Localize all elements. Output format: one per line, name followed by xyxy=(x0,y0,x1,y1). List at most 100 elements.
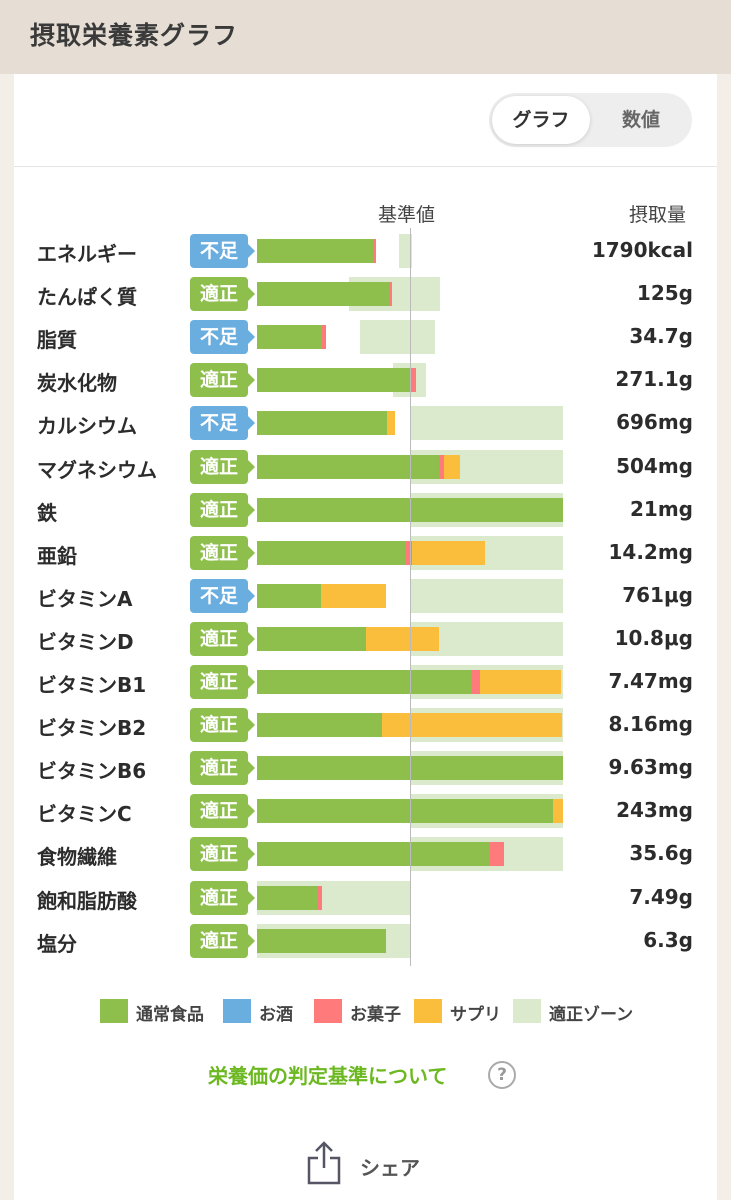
intake-value: 6.3g xyxy=(643,927,693,952)
status-badge: 不足 xyxy=(190,578,255,613)
optimal-zone xyxy=(410,578,563,613)
intake-value: 8.16mg xyxy=(608,712,693,737)
bar-snack xyxy=(321,325,326,350)
bar-normal-food xyxy=(257,583,321,608)
nutrient-label: 飽和脂肪酸 xyxy=(37,888,137,913)
intake-value: 14.2mg xyxy=(608,539,693,564)
bar-normal-food xyxy=(257,928,386,953)
legend-label: お酒 xyxy=(259,1005,293,1025)
nutrient-label: ビタミンA xyxy=(37,586,133,611)
bar-normal-food xyxy=(257,282,390,307)
nutrient-label: ビタミンB6 xyxy=(37,759,147,784)
legend-label: お菓子 xyxy=(350,1005,401,1025)
status-badge: 適正 xyxy=(190,492,255,527)
bar-normal-food xyxy=(257,885,318,910)
nutrient-label: ビタミンD xyxy=(37,629,134,654)
bar-snack xyxy=(372,239,377,263)
nutrient-label: エネルギー xyxy=(37,242,137,266)
bar-normal-food xyxy=(257,454,440,479)
intake-value: 21mg xyxy=(630,496,693,521)
bar-supplement xyxy=(381,713,563,738)
bar-normal-food xyxy=(257,325,322,350)
bar-snack xyxy=(410,368,417,393)
status-badge: 適正 xyxy=(190,837,255,872)
bar-supplement xyxy=(386,411,395,436)
bar-supplement xyxy=(552,799,563,824)
bar-normal-food xyxy=(257,626,367,651)
legend-swatch xyxy=(513,999,541,1023)
optimal-zone xyxy=(398,234,412,268)
intake-header: 摂取量 xyxy=(629,204,687,226)
status-badge: 適正 xyxy=(190,923,255,958)
nutrient-label: 食物繊維 xyxy=(37,845,117,870)
nutrient-label: 塩分 xyxy=(37,931,77,956)
status-badge: 適正 xyxy=(190,363,255,398)
bar-supplement xyxy=(444,454,460,479)
nutrient-label: 亜鉛 xyxy=(37,543,77,568)
intake-value: 271.1g xyxy=(615,367,693,392)
bar-normal-food xyxy=(257,368,411,393)
intake-value: 696mg xyxy=(616,410,693,435)
bar-supplement xyxy=(320,583,386,608)
nutrient-label: 炭水化物 xyxy=(37,371,117,396)
intake-value: 125g xyxy=(636,281,693,306)
nutrient-label: カルシウム xyxy=(37,414,137,439)
reference-header: 基準値 xyxy=(378,204,436,226)
bar-snack xyxy=(470,670,480,694)
intake-value: 34.7g xyxy=(629,324,693,349)
intake-value: 504mg xyxy=(616,453,693,478)
reference-line xyxy=(410,228,411,966)
status-badge: 適正 xyxy=(190,880,255,915)
nutrient-label: 鉄 xyxy=(37,500,57,525)
nutrient-label: ビタミンC xyxy=(37,802,132,827)
intake-value: 10.8μg xyxy=(614,625,693,650)
bar-normal-food xyxy=(257,411,387,436)
status-badge: 不足 xyxy=(190,406,255,441)
status-badge: 適正 xyxy=(190,708,255,743)
page-header: 摂取栄養素グラフ xyxy=(0,0,731,74)
legend-swatch xyxy=(223,999,251,1023)
status-badge: 適正 xyxy=(190,794,255,829)
legend-label: 通常食品 xyxy=(136,1005,204,1025)
nutrient-chart: エネルギー 不足 1790kcal たんぱく質 適正 125g 脂質 不足 34.7g 炭水化物適… xyxy=(37,228,693,966)
status-badge: 適正 xyxy=(190,277,255,312)
share-icon[interactable] xyxy=(306,1140,342,1186)
bar-snack xyxy=(404,540,412,565)
bar-normal-food xyxy=(257,799,553,824)
nutrient-label: ビタミンB2 xyxy=(37,716,147,741)
criteria-link[interactable]: 栄養価の判定基準について xyxy=(208,1064,448,1088)
nutrient-label: 脂質 xyxy=(37,328,77,353)
optimal-zone xyxy=(410,406,563,441)
intake-value: 243mg xyxy=(616,798,693,823)
intake-value: 7.47mg xyxy=(608,669,693,693)
status-badge: 適正 xyxy=(190,665,255,699)
intake-value: 7.49g xyxy=(629,884,693,909)
status-badge: 適正 xyxy=(190,449,255,484)
bar-supplement xyxy=(366,626,440,651)
nutrient-label: マグネシウム xyxy=(37,457,157,482)
help-icon[interactable]: ? xyxy=(488,1061,516,1089)
bar-normal-food xyxy=(257,670,471,694)
optimal-zone xyxy=(360,320,436,355)
bar-supplement xyxy=(479,670,561,694)
bar-snack xyxy=(439,454,445,479)
legend-swatch xyxy=(314,999,342,1023)
intake-value: 9.63mg xyxy=(608,755,693,780)
status-badge: 不足 xyxy=(190,234,255,268)
graph-view-button[interactable]: グラフ xyxy=(492,96,590,144)
bar-normal-food xyxy=(257,540,405,565)
legend-swatch xyxy=(414,999,442,1023)
legend-label: サプリ xyxy=(450,1005,501,1025)
legend-label: 適正ゾーン xyxy=(549,1005,634,1025)
view-toggle[interactable]: グラフ 数値 xyxy=(489,93,692,147)
bar-normal-food xyxy=(257,239,373,263)
share-button[interactable]: シェア xyxy=(360,1156,420,1180)
status-badge: 適正 xyxy=(190,751,255,786)
bar-supplement xyxy=(411,540,485,565)
page-title: 摂取栄養素グラフ xyxy=(30,21,239,50)
intake-value: 1790kcal xyxy=(591,238,693,262)
intake-value: 761μg xyxy=(622,582,693,607)
status-badge: 適正 xyxy=(190,535,255,570)
number-view-button[interactable]: 数値 xyxy=(621,109,660,131)
status-badge: 適正 xyxy=(190,621,255,656)
